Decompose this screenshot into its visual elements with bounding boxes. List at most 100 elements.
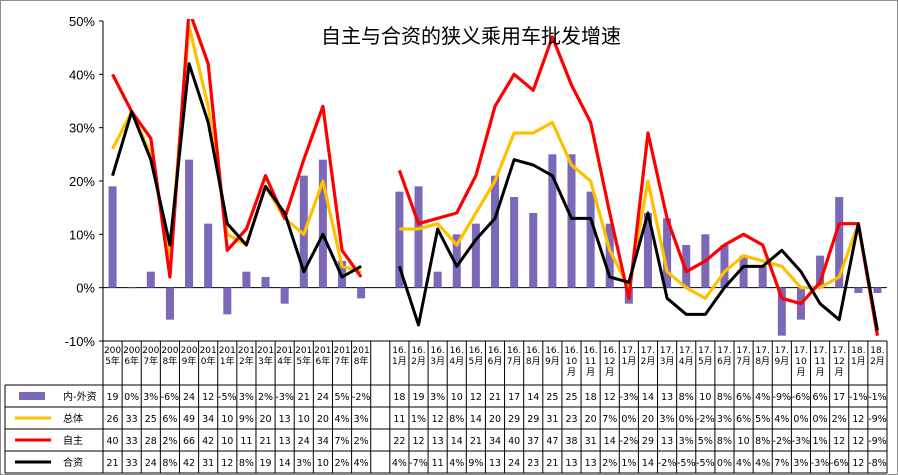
data-label: 0%	[793, 414, 808, 425]
data-label: 0%	[679, 414, 694, 425]
data-label: 12	[412, 436, 424, 447]
data-label: 25	[145, 414, 157, 425]
data-label: 31	[546, 414, 558, 425]
data-label: -7%	[409, 458, 428, 469]
data-label: 12	[852, 414, 864, 425]
category-label: 200 7年	[142, 346, 159, 367]
data-label: -2%	[696, 414, 715, 425]
chart-title: 自主与合资的狭义乘用车批发增速	[321, 24, 621, 48]
data-label: 20	[489, 414, 501, 425]
data-label: 47	[546, 436, 558, 447]
bar	[605, 223, 614, 288]
bar	[739, 255, 748, 288]
data-label: -5%	[218, 392, 237, 403]
bar	[395, 191, 404, 288]
data-label: 2%	[354, 436, 369, 447]
data-label: 37	[527, 436, 539, 447]
data-label: 1%	[411, 414, 426, 425]
data-label: 38	[565, 436, 577, 447]
series-line	[111, 8, 363, 279]
data-label: 2%	[832, 414, 847, 425]
category-label: 16. 3月	[430, 346, 445, 367]
data-label: 5%	[334, 392, 349, 403]
bar	[204, 223, 213, 288]
legend-key	[19, 392, 45, 400]
data-label: 33	[126, 414, 138, 425]
bar	[223, 287, 232, 315]
data-label: 2%	[334, 458, 349, 469]
data-label: 29	[508, 414, 520, 425]
category-label: 201 6年	[314, 346, 331, 367]
data-label: -1%	[849, 392, 868, 403]
data-label: 1%	[621, 458, 636, 469]
bar	[586, 191, 595, 288]
data-label: 21	[470, 436, 482, 447]
category-label: 16. 10 月	[564, 346, 578, 378]
data-label: -3%	[620, 392, 639, 403]
data-label: 21	[259, 436, 271, 447]
data-label: 14	[279, 458, 291, 469]
data-label: 31	[585, 436, 597, 447]
data-label: 19	[107, 392, 119, 403]
data-label: 20	[317, 414, 329, 425]
data-label: 23	[527, 458, 539, 469]
data-label: 13	[279, 436, 291, 447]
data-label: 18	[393, 392, 405, 403]
data-label: 17	[833, 392, 845, 403]
category-label: 201 7年	[333, 346, 350, 367]
data-label: 34	[317, 436, 329, 447]
data-label: 12	[221, 458, 233, 469]
data-label: -6%	[161, 392, 180, 403]
category-label: 17. 11 月	[813, 346, 827, 378]
category-label: 16. 1月	[392, 346, 407, 367]
y-tick-label: -10%	[65, 334, 96, 349]
data-label: 0%	[621, 414, 636, 425]
y-tick-label: 10%	[69, 227, 95, 242]
data-label: 29	[642, 436, 654, 447]
bar	[873, 287, 882, 293]
bar	[510, 197, 519, 288]
data-label: 2%	[162, 436, 177, 447]
data-label: 4%	[755, 458, 770, 469]
category-label: 17. 7月	[736, 346, 751, 367]
data-label: 1%	[813, 436, 828, 447]
data-label: 9%	[239, 414, 254, 425]
data-label: 6%	[736, 414, 751, 425]
data-label: 8%	[162, 458, 177, 469]
data-label: 20	[259, 414, 271, 425]
bar	[720, 245, 729, 288]
data-label: 4%	[354, 458, 369, 469]
data-label: 0%	[124, 392, 139, 403]
legend-label: 自主	[63, 434, 83, 447]
data-label: 6%	[736, 392, 751, 403]
data-label: 3%	[430, 392, 445, 403]
series-line	[397, 35, 880, 336]
bar	[529, 213, 538, 288]
data-label: 14	[642, 458, 654, 469]
data-label: 10	[298, 414, 310, 425]
data-label: 3%	[793, 458, 808, 469]
category-label: 18. 2月	[870, 346, 885, 367]
bar	[816, 255, 825, 288]
data-label: -5%	[677, 458, 696, 469]
category-label: 200 6年	[123, 346, 140, 367]
data-label: 10	[221, 436, 233, 447]
category-label: 201 3年	[257, 346, 274, 367]
category-label: 16. 12 月	[603, 346, 617, 378]
category-label: 201 2年	[238, 346, 255, 367]
data-label: 8%	[755, 436, 770, 447]
data-label: 4%	[334, 414, 349, 425]
data-label: 10	[221, 414, 233, 425]
data-label: 12	[202, 392, 214, 403]
data-label: 29	[527, 414, 539, 425]
data-label: 4%	[392, 458, 407, 469]
category-label: 17. 6月	[717, 346, 732, 367]
data-label: 3%	[717, 414, 732, 425]
data-label: 21	[107, 458, 119, 469]
data-label: 3%	[660, 414, 675, 425]
data-label: 14	[451, 436, 463, 447]
category-label: 17. 5月	[698, 346, 713, 367]
data-label: 49	[183, 414, 195, 425]
data-label: 3%	[354, 414, 369, 425]
data-label: 34	[489, 436, 501, 447]
